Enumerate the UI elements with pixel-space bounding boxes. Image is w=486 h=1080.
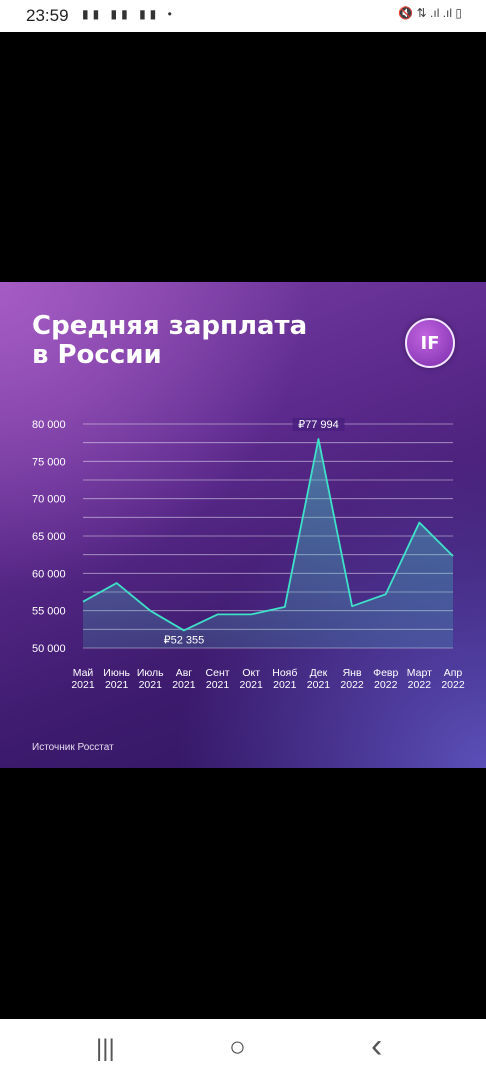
data-point [284, 606, 286, 608]
x-tick-label-month: Июнь [103, 667, 130, 679]
home-button[interactable]: ○ [229, 1031, 246, 1062]
data-point [250, 613, 252, 615]
x-tick-label-year: 2021 [307, 679, 331, 691]
x-tick-label-year: 2022 [441, 679, 465, 691]
status-time: 23:59 [26, 6, 69, 25]
data-point [116, 582, 118, 584]
data-label: ₽77 994 [298, 419, 339, 431]
x-tick-label-month: Авг [176, 667, 193, 679]
x-tick-label-month: Сент [206, 667, 230, 679]
x-tick-label-month: Июль [137, 667, 164, 679]
x-tick-label-year: 2021 [139, 679, 163, 691]
system-status-icons: 🔇 ⇅ .ıl .ıl ▯ [398, 6, 462, 20]
y-tick-label: 55 000 [32, 606, 66, 618]
data-point [149, 610, 151, 612]
x-tick-label-year: 2021 [105, 679, 129, 691]
x-tick-label-month: Дек [310, 667, 328, 679]
x-tick-label-month: Февр [373, 667, 398, 679]
data-point [385, 593, 387, 595]
x-tick-label-year: 2021 [71, 679, 95, 691]
chart-title-line1: Средняя зарплата [32, 311, 308, 341]
data-point [183, 629, 185, 631]
data-label-bg [292, 417, 345, 431]
x-tick-label-year: 2021 [172, 679, 196, 691]
x-tick-label-month: Окт [242, 667, 260, 679]
data-label: ₽52 355 [164, 634, 205, 646]
x-tick-label-year: 2021 [240, 679, 264, 691]
data-point [351, 605, 353, 607]
x-tick-label-month: Нояб [272, 667, 297, 679]
y-tick-label: 70 000 [32, 494, 66, 506]
series-line [82, 438, 454, 632]
y-tick-label: 75 000 [32, 456, 66, 468]
series-area [83, 438, 453, 648]
salary-infographic: Средняя зарплата в России IF 80 000 75 00… [0, 282, 486, 768]
x-tick-label-month: Апр [444, 667, 463, 679]
x-tick-label-month: Янв [343, 667, 362, 679]
data-point [317, 438, 319, 440]
x-tick-label-year: 2021 [273, 679, 297, 691]
chart-title: Средняя зарплата в России [32, 312, 362, 370]
if-logo: IF [405, 318, 455, 368]
data-point [217, 613, 219, 615]
recents-button[interactable]: ||| [96, 1035, 115, 1062]
status-bar: 23:59 ▮▮ ▮▮ ▮▮ • 🔇 ⇅ .ıl .ıl ▯ [0, 0, 486, 32]
y-tick-label: 65 000 [32, 531, 66, 543]
back-button[interactable]: ‹ [371, 1027, 383, 1065]
data-point [82, 601, 84, 603]
x-tick-label-year: 2021 [206, 679, 230, 691]
y-tick-label: 50 000 [32, 643, 66, 655]
navigation-bar: ||| ○ ‹ [0, 1019, 486, 1080]
y-tick-label: 80 000 [32, 419, 66, 431]
salary-line-chart: 80 000 75 000 70 000 65 000 60 000 55 000 50 0… [32, 417, 465, 691]
notification-icons: ▮▮ ▮▮ ▮▮ • [82, 7, 176, 21]
x-tick-label-month: Май [73, 667, 94, 679]
y-tick-label: 60 000 [32, 568, 66, 580]
source-note: Источник Росстат [32, 742, 114, 753]
data-point [452, 555, 454, 557]
x-tick-label-year: 2022 [340, 679, 364, 691]
x-tick-label-month: Март [407, 667, 432, 679]
data-point [418, 522, 420, 524]
x-tick-label-year: 2022 [374, 679, 398, 691]
x-tick-label-year: 2022 [408, 679, 432, 691]
chart-title-line2: в России [32, 340, 162, 370]
